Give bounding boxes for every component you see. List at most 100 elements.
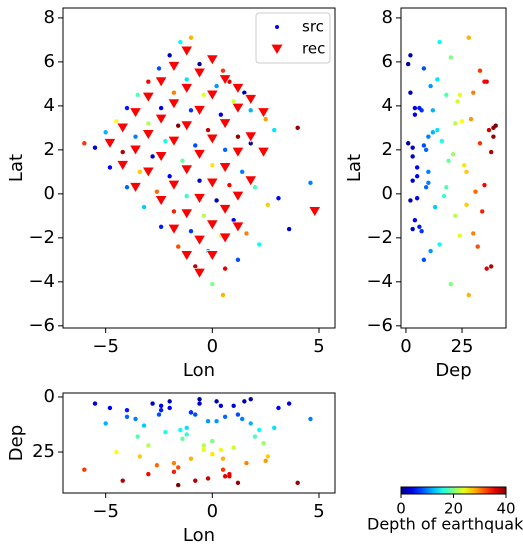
src-point (437, 242, 442, 247)
src-point (457, 233, 462, 238)
src-point (214, 418, 219, 424)
rec-marker (231, 221, 245, 234)
plot-area (82, 396, 313, 488)
y-tick-label: −2 (366, 227, 393, 248)
src-point (493, 123, 498, 128)
rec-marker (192, 234, 207, 247)
src-point (231, 218, 236, 223)
src-point (448, 281, 454, 287)
rec-marker (192, 67, 207, 80)
src-point (231, 99, 236, 104)
src-point (408, 53, 413, 58)
src-point (430, 108, 436, 113)
rec-marker (180, 83, 194, 95)
src-point (201, 92, 206, 98)
src-point (432, 204, 438, 210)
src-point (154, 463, 160, 468)
src-point (414, 174, 420, 179)
rec-marker (103, 138, 117, 150)
src-point (464, 169, 469, 175)
src-point (82, 467, 87, 472)
src-point (171, 469, 177, 475)
x-tick-label: 25 (451, 336, 474, 357)
src-point (244, 460, 249, 466)
x-tick-label: 0 (207, 501, 218, 522)
src-point (158, 224, 164, 230)
src-point (184, 193, 189, 199)
src-point (92, 145, 98, 150)
src-point (133, 134, 138, 139)
src-point (210, 163, 215, 168)
rec-marker (128, 144, 143, 157)
rec-marker (231, 146, 245, 159)
src-point (410, 154, 415, 159)
rec-marker (180, 120, 194, 132)
src-point (188, 410, 194, 415)
legend-marker (275, 25, 279, 29)
src-point (405, 141, 411, 146)
src-point (193, 264, 198, 269)
src-point (176, 465, 181, 470)
src-point (193, 143, 198, 148)
src-point (477, 68, 483, 73)
src-point (444, 92, 449, 98)
src-point (120, 478, 125, 483)
src-point (484, 266, 489, 271)
rec-marker (116, 160, 130, 172)
src-point (103, 130, 108, 135)
src-point (412, 105, 418, 111)
src-point (107, 165, 113, 170)
src-point (120, 149, 125, 155)
src-point (295, 125, 300, 131)
rec-marker (231, 102, 245, 115)
src-point (488, 264, 494, 269)
src-point (178, 427, 183, 433)
x-axis-label: Dep (435, 360, 471, 381)
src-point (222, 474, 228, 479)
src-point (135, 434, 140, 439)
axes-frame (62, 7, 336, 329)
src-point (408, 90, 413, 95)
y-tick-label: 6 (382, 51, 393, 72)
src-point (235, 257, 241, 263)
rec-marker (205, 250, 220, 262)
rec-marker (128, 107, 143, 119)
x-tick-label: −5 (92, 501, 119, 522)
rec-marker (141, 166, 156, 179)
rec-marker (218, 232, 232, 245)
src-point (150, 401, 155, 406)
src-point (473, 189, 478, 194)
src-point (188, 229, 194, 234)
src-point (286, 401, 292, 406)
src-point (171, 460, 177, 466)
src-point (435, 77, 440, 82)
rec-marker (192, 193, 207, 205)
src-point (408, 198, 413, 203)
rec-marker (205, 89, 220, 102)
rec-marker (180, 250, 194, 262)
src-point (235, 412, 241, 417)
src-point (184, 432, 189, 437)
src-point (265, 454, 270, 459)
x-axis-label: Lon (183, 525, 215, 546)
src-point (421, 66, 427, 71)
src-point (135, 92, 140, 98)
src-point (156, 66, 162, 71)
src-point (257, 427, 262, 433)
src-point (265, 202, 270, 208)
src-point (197, 178, 202, 183)
src-point (163, 138, 168, 144)
rec-marker (167, 61, 181, 73)
src-point (201, 213, 206, 219)
legend-label: rec (302, 40, 325, 58)
src-point (252, 434, 258, 439)
src-point (426, 169, 431, 175)
src-point (457, 92, 462, 98)
colorbar-tick-label: 0 (396, 500, 406, 518)
legend-label: src (302, 18, 324, 36)
src-point (477, 141, 483, 146)
legend-marker (271, 44, 283, 54)
y-tick-label: 2 (44, 139, 55, 160)
src-point (188, 108, 194, 113)
